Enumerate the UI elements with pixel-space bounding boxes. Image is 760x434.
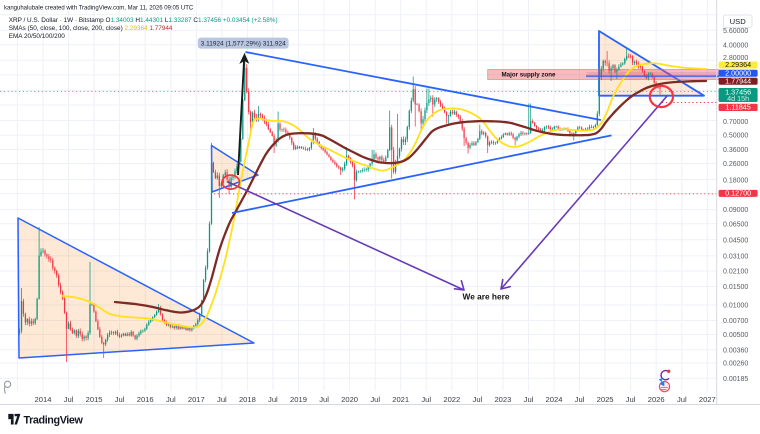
svg-text:0.02100: 0.02100 xyxy=(723,269,748,276)
svg-text:2014: 2014 xyxy=(35,395,52,404)
svg-text:0.18000: 0.18000 xyxy=(723,177,748,184)
svg-text:2022: 2022 xyxy=(443,395,460,404)
svg-text:Jul: Jul xyxy=(319,395,329,404)
svg-text:2.29364: 2.29364 xyxy=(725,60,751,69)
svg-text:Jul: Jul xyxy=(473,395,483,404)
svg-text:Major supply zone: Major supply zone xyxy=(502,71,557,78)
svg-text:Jul: Jul xyxy=(370,395,380,404)
svg-text:1.11845: 1.11845 xyxy=(725,103,750,112)
svg-text:2016: 2016 xyxy=(137,395,154,404)
svg-text:USD: USD xyxy=(730,17,747,26)
svg-text:Jul: Jul xyxy=(115,395,125,404)
svg-text:2023: 2023 xyxy=(494,395,511,404)
svg-text:Jul: Jul xyxy=(677,395,687,404)
svg-text:Jul: Jul xyxy=(575,395,585,404)
svg-text:0.00500: 0.00500 xyxy=(723,332,748,339)
svg-text:1.37456: 1.37456 xyxy=(725,87,751,96)
svg-text:Jul: Jul xyxy=(524,395,534,404)
svg-text:2017: 2017 xyxy=(188,395,205,404)
svg-text:kanguhalubale created with Tra: kanguhalubale created with TradingView.c… xyxy=(4,6,194,12)
svg-text:2019: 2019 xyxy=(290,395,307,404)
svg-text:XRP / U.S. Dollar · 1W · Bitst: XRP / U.S. Dollar · 1W · Bitstamp O1.340… xyxy=(9,17,278,24)
svg-text:EMA 20/50/100/200: EMA 20/50/100/200 xyxy=(9,33,66,40)
svg-text:2024: 2024 xyxy=(546,395,563,404)
svg-text:Jul: Jul xyxy=(217,395,227,404)
svg-text:Jul: Jul xyxy=(421,395,431,404)
svg-text:0.00260: 0.00260 xyxy=(723,361,748,368)
svg-text:0.26000: 0.26000 xyxy=(723,161,748,168)
svg-text:3.11924 (1,577.29%) 311,924: 3.11924 (1,577.29%) 311,924 xyxy=(201,40,286,47)
svg-text:0.70000: 0.70000 xyxy=(723,119,748,126)
svg-text:SMAs (50, close, 100, close, 2: SMAs (50, close, 100, close, 200, close)… xyxy=(9,25,173,32)
svg-text:0.12700: 0.12700 xyxy=(725,189,751,198)
svg-text:0.03100: 0.03100 xyxy=(723,254,748,261)
svg-text:0.00360: 0.00360 xyxy=(723,347,748,354)
svg-text:0.01000: 0.01000 xyxy=(723,303,748,310)
svg-text:Jul: Jul xyxy=(268,395,278,404)
svg-text:0.04500: 0.04500 xyxy=(723,237,748,244)
svg-text:5.60000: 5.60000 xyxy=(723,28,748,35)
svg-text:Jul: Jul xyxy=(626,395,636,404)
svg-text:0.06500: 0.06500 xyxy=(723,221,748,228)
svg-text:We are here: We are here xyxy=(463,292,510,302)
svg-text:2027: 2027 xyxy=(699,395,716,404)
svg-text:0.36000: 0.36000 xyxy=(723,147,748,154)
svg-text:2.80000: 2.80000 xyxy=(723,55,748,62)
svg-text:2020: 2020 xyxy=(341,395,358,404)
svg-text:0.00700: 0.00700 xyxy=(723,318,748,325)
svg-text:4d 15h: 4d 15h xyxy=(727,94,749,103)
svg-text:4.00000: 4.00000 xyxy=(723,42,748,49)
svg-text:0.01500: 0.01500 xyxy=(723,284,748,291)
svg-text:1.77944: 1.77944 xyxy=(725,76,751,85)
svg-text:Jul: Jul xyxy=(166,395,176,404)
svg-text:2018: 2018 xyxy=(239,395,256,404)
svg-text:2.00000: 2.00000 xyxy=(725,68,751,77)
svg-text:TradingView: TradingView xyxy=(24,414,84,426)
svg-text:0.50000: 0.50000 xyxy=(723,133,748,140)
svg-text:Jul: Jul xyxy=(64,395,74,404)
svg-text:2025: 2025 xyxy=(597,395,614,404)
svg-text:2015: 2015 xyxy=(86,395,103,404)
svg-text:0.00185: 0.00185 xyxy=(723,376,748,383)
svg-text:2021: 2021 xyxy=(392,395,409,404)
svg-text:2026: 2026 xyxy=(648,395,665,404)
svg-text:0.09000: 0.09000 xyxy=(723,207,748,214)
